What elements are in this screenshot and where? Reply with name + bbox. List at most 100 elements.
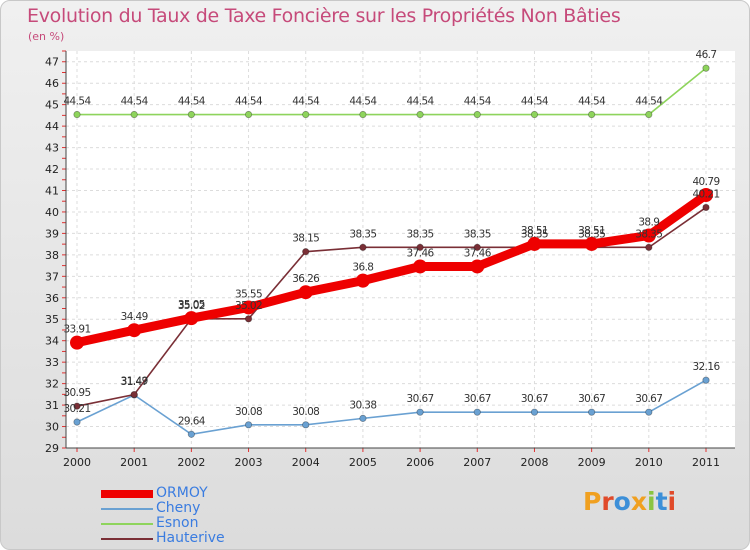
data-label-cheny: 30.67 <box>464 393 491 405</box>
y-tick-label: 33 <box>45 356 59 369</box>
data-point-esnon <box>187 110 195 119</box>
data-label-ormoy: 40.79 <box>692 176 719 188</box>
data-point-cheny <box>416 408 424 416</box>
data-point-ormoy <box>127 323 142 338</box>
logo-letter: i <box>647 487 656 516</box>
data-point-ormoy <box>70 335 84 350</box>
legend-swatch <box>101 523 153 525</box>
x-tick-label: 2006 <box>406 456 434 469</box>
legend-label: Hauterive <box>156 530 225 546</box>
data-point-cheny <box>530 408 539 416</box>
data-label-hauterive: 30.95 <box>63 387 90 399</box>
data-label-esnon: 44.54 <box>407 96 435 108</box>
y-tick-label: 44 <box>45 120 59 133</box>
data-label-ormoy: 37.46 <box>407 247 435 259</box>
data-label-cheny: 32.16 <box>692 361 720 373</box>
data-label-ormoy: 36.8 <box>352 262 373 274</box>
data-point-ormoy <box>641 228 656 243</box>
data-label-hauterive: 35.02 <box>178 300 205 312</box>
data-point-hauterive <box>645 243 653 251</box>
data-label-cheny: 31.47 <box>121 376 148 388</box>
data-label-hauterive: 38.35 <box>407 228 434 240</box>
data-label-esnon: 46.7 <box>696 49 717 61</box>
data-label-cheny: 30.67 <box>521 393 548 405</box>
y-tick-label: 38 <box>45 249 59 262</box>
data-label-hauterive: 38.35 <box>635 228 662 240</box>
data-label-ormoy: 33.91 <box>63 324 90 336</box>
legend-label: Esnon <box>156 515 199 531</box>
legend-label: Cheny <box>156 500 201 516</box>
series-line-ormoy <box>76 191 709 348</box>
series-line-cheny <box>76 379 707 436</box>
data-label-esnon: 44.54 <box>464 96 492 108</box>
legend-label: ORMOY <box>156 485 208 501</box>
data-point-hauterive <box>702 203 710 212</box>
x-tick-label: 2001 <box>120 456 148 469</box>
data-point-esnon <box>645 110 653 119</box>
logo-letter: x <box>630 487 647 516</box>
data-label-ormoy: 34.49 <box>121 311 148 323</box>
data-label-cheny: 30.08 <box>235 406 262 418</box>
logo-letter: i <box>667 487 677 516</box>
legend-swatch <box>101 490 153 498</box>
data-point-cheny <box>588 408 596 416</box>
data-point-ormoy <box>527 236 542 251</box>
data-point-ormoy <box>298 285 313 300</box>
data-point-esnon <box>130 110 138 119</box>
data-point-cheny <box>359 414 367 422</box>
chart-title: Evolution du Taux de Taxe Foncière sur l… <box>27 5 621 27</box>
data-point-hauterive <box>73 402 81 410</box>
data-label-hauterive: 38.35 <box>521 228 548 240</box>
y-tick-label: 45 <box>45 99 59 112</box>
proxiti-logo: Proxiti <box>583 487 676 516</box>
data-label-esnon: 44.54 <box>235 96 263 108</box>
data-point-esnon <box>359 110 367 119</box>
data-point-ormoy <box>699 187 713 202</box>
data-label-esnon: 44.54 <box>292 96 320 108</box>
data-point-esnon <box>473 110 481 119</box>
data-point-hauterive <box>302 248 310 256</box>
data-label-esnon: 44.54 <box>63 96 91 108</box>
data-label-cheny: 30.67 <box>578 393 605 405</box>
y-tick-label: 29 <box>45 442 59 455</box>
data-point-cheny <box>645 408 653 416</box>
x-tick-label: 2003 <box>235 456 263 469</box>
data-label-esnon: 44.54 <box>521 96 549 108</box>
y-tick-label: 39 <box>45 227 59 240</box>
data-point-ormoy <box>241 300 256 315</box>
data-label-cheny: 30.67 <box>407 393 434 405</box>
data-point-ormoy <box>184 311 199 326</box>
data-point-esnon <box>73 110 81 119</box>
data-label-cheny: 30.21 <box>63 403 90 415</box>
y-tick-label: 32 <box>45 378 59 391</box>
y-tick-label: 40 <box>45 206 59 219</box>
y-tick-label: 46 <box>45 77 59 90</box>
y-tick-label: 36 <box>45 292 59 305</box>
series-line-esnon <box>77 67 707 116</box>
y-axis-unit: (en %) <box>28 30 65 43</box>
data-label-ormoy: 37.46 <box>464 247 492 259</box>
data-point-esnon <box>588 110 596 119</box>
data-label-hauterive: 38.35 <box>464 228 491 240</box>
logo-letter: t <box>655 487 668 516</box>
x-tick-label: 2007 <box>463 456 491 469</box>
data-label-ormoy: 35.55 <box>235 288 262 300</box>
legend-swatch <box>101 538 153 540</box>
data-label-cheny: 30.08 <box>292 406 319 418</box>
data-label-hauterive: 40.21 <box>692 188 719 200</box>
data-point-cheny <box>187 430 195 438</box>
x-tick-label: 2005 <box>349 456 377 469</box>
data-point-esnon <box>244 110 253 119</box>
data-point-esnon <box>416 110 424 119</box>
data-label-esnon: 44.54 <box>349 96 377 108</box>
data-label-ormoy: 36.26 <box>292 273 320 285</box>
data-label-esnon: 44.54 <box>121 96 149 108</box>
logo-letter: o <box>613 487 631 516</box>
y-tick-label: 41 <box>45 184 59 197</box>
plot-area <box>66 51 735 448</box>
logo-letter: P <box>583 487 602 516</box>
data-point-hauterive <box>244 315 253 323</box>
x-tick-label: 2008 <box>520 456 548 469</box>
data-label-ormoy: 38.51 <box>578 225 605 237</box>
